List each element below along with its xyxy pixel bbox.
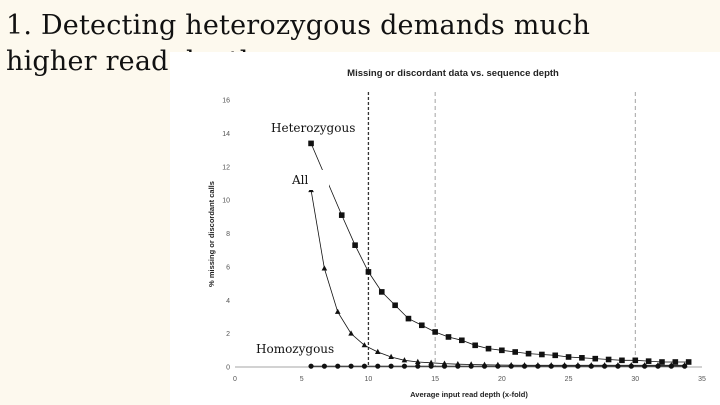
- x-tick-label: 5: [300, 376, 304, 383]
- data-point-square: [405, 315, 412, 322]
- data-point-triangle: [334, 308, 341, 314]
- data-point-circle: [535, 363, 541, 369]
- data-point-circle: [615, 363, 621, 369]
- data-point-circle: [575, 363, 581, 369]
- data-point-square: [365, 269, 372, 275]
- data-point-circle: [415, 363, 421, 369]
- data-point-circle: [655, 363, 661, 369]
- annotation-label: Heterozygous: [271, 121, 355, 135]
- annotation-background: [253, 339, 339, 359]
- data-point-triangle: [401, 357, 408, 363]
- chart-title: Missing or discordant data vs. sequence …: [347, 68, 559, 79]
- data-point-square: [525, 350, 532, 357]
- data-point-square: [605, 356, 612, 363]
- data-point-triangle: [388, 353, 394, 359]
- data-point-circle: [441, 363, 448, 369]
- y-tick-label: 8: [226, 231, 230, 238]
- data-point-square: [392, 302, 398, 309]
- annotation-label: Homozygous: [256, 342, 334, 356]
- data-point-circle: [601, 363, 608, 369]
- data-point-square: [472, 342, 478, 349]
- data-point-square: [378, 289, 385, 295]
- data-point-circle: [588, 363, 594, 369]
- data-point-square: [592, 355, 599, 362]
- x-tick-label: 20: [498, 376, 506, 383]
- series-all: [308, 186, 688, 368]
- data-point-square: [619, 357, 625, 364]
- x-tick-label: 25: [565, 376, 573, 383]
- data-point-circle: [628, 363, 634, 369]
- data-point-square: [338, 212, 345, 218]
- data-point-square: [445, 334, 452, 340]
- data-point-circle: [495, 363, 501, 369]
- data-point-square: [352, 242, 358, 248]
- data-point-triangle: [374, 348, 381, 354]
- data-point-circle: [375, 363, 381, 369]
- data-point-circle: [455, 363, 461, 369]
- data-point-circle: [348, 363, 354, 369]
- data-point-triangle: [321, 265, 328, 271]
- data-point-circle: [561, 363, 568, 369]
- data-point-triangle: [428, 359, 434, 365]
- data-point-circle: [468, 363, 474, 369]
- data-point-square: [432, 329, 438, 335]
- data-point-square: [685, 359, 692, 365]
- series-line-all: [310, 190, 685, 366]
- data-point-square: [459, 337, 465, 344]
- data-point-square: [659, 359, 665, 365]
- y-tick-label: 6: [226, 264, 230, 271]
- data-point-circle: [335, 363, 341, 369]
- data-point-square: [499, 347, 505, 354]
- data-point-square: [579, 355, 585, 361]
- y-tick-label: 14: [222, 131, 230, 138]
- data-point-square: [419, 322, 425, 329]
- data-point-circle: [401, 363, 408, 369]
- x-tick-label: 10: [365, 376, 373, 383]
- x-tick-label: 30: [631, 376, 639, 383]
- data-point-circle: [321, 363, 327, 369]
- data-point-circle: [682, 363, 688, 369]
- data-point-square: [552, 352, 559, 359]
- x-axis-label: Average input read depth (x-fold): [410, 390, 528, 399]
- series-line-heterozygous: [310, 143, 689, 363]
- x-tick-label: 15: [431, 376, 439, 383]
- data-point-circle: [308, 363, 314, 369]
- data-point-square: [539, 351, 545, 358]
- data-point-circle: [521, 363, 528, 369]
- data-point-triangle: [361, 342, 368, 348]
- data-point-circle: [481, 363, 488, 369]
- data-point-square: [565, 354, 572, 360]
- data-point-square: [672, 359, 679, 365]
- data-point-square: [512, 349, 518, 355]
- series-heterozygous: [308, 140, 692, 365]
- data-point-circle: [548, 363, 554, 369]
- data-point-square: [632, 357, 639, 364]
- data-point-circle: [642, 363, 648, 369]
- x-tick-label: 0: [233, 376, 237, 383]
- data-point-triangle: [414, 358, 421, 364]
- y-axis-label: % missing or discordant calls: [207, 181, 216, 287]
- y-tick-label: 12: [222, 164, 230, 171]
- data-point-circle: [361, 363, 368, 369]
- data-point-circle: [668, 363, 674, 369]
- data-point-circle: [428, 363, 434, 369]
- y-tick-label: 2: [226, 331, 230, 338]
- y-tick-label: 16: [222, 98, 230, 105]
- annotation-background: [268, 118, 364, 138]
- data-point-circle: [388, 363, 394, 369]
- x-tick-label: 35: [698, 376, 706, 383]
- data-point-square: [645, 358, 652, 364]
- y-tick-label: 0: [226, 365, 230, 372]
- annotation-background: [289, 170, 329, 190]
- data-point-circle: [508, 363, 514, 369]
- data-point-square: [308, 140, 314, 147]
- y-tick-label: 10: [222, 198, 230, 205]
- y-tick-label: 4: [226, 298, 230, 305]
- series-homozygous: [308, 363, 688, 369]
- annotation-label: All: [291, 173, 309, 187]
- data-point-triangle: [348, 330, 354, 336]
- data-point-square: [485, 345, 492, 352]
